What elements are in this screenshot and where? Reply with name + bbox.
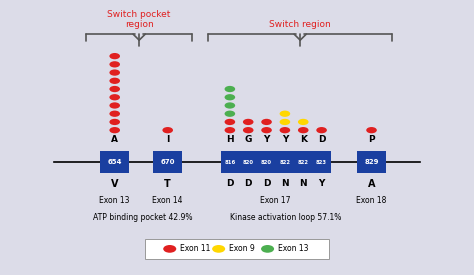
Circle shape bbox=[212, 245, 225, 253]
Text: D: D bbox=[318, 135, 325, 144]
Circle shape bbox=[261, 119, 272, 125]
Text: 822: 822 bbox=[298, 160, 309, 165]
Text: A: A bbox=[368, 179, 375, 189]
Text: Exon 9: Exon 9 bbox=[229, 244, 255, 253]
Text: Exon 14: Exon 14 bbox=[153, 196, 183, 205]
Circle shape bbox=[225, 119, 235, 125]
Text: ATP binding pocket 42.9%: ATP binding pocket 42.9% bbox=[93, 213, 193, 222]
Circle shape bbox=[109, 86, 120, 92]
Text: Exon 11: Exon 11 bbox=[180, 244, 210, 253]
Text: Exon 18: Exon 18 bbox=[356, 196, 387, 205]
Circle shape bbox=[280, 111, 290, 117]
Circle shape bbox=[225, 94, 235, 100]
Text: H: H bbox=[226, 135, 234, 144]
Text: 670: 670 bbox=[161, 159, 175, 165]
Text: 820: 820 bbox=[261, 160, 272, 165]
Circle shape bbox=[366, 127, 377, 133]
FancyBboxPatch shape bbox=[221, 152, 331, 173]
Circle shape bbox=[109, 119, 120, 125]
Text: D: D bbox=[245, 179, 252, 188]
Circle shape bbox=[109, 102, 120, 109]
Circle shape bbox=[261, 127, 272, 133]
Circle shape bbox=[225, 86, 235, 92]
Text: Switch pocket
region: Switch pocket region bbox=[108, 10, 171, 29]
Circle shape bbox=[109, 94, 120, 100]
Circle shape bbox=[243, 119, 254, 125]
Circle shape bbox=[225, 127, 235, 133]
Text: 820: 820 bbox=[243, 160, 254, 165]
Text: 823: 823 bbox=[316, 160, 327, 165]
Circle shape bbox=[225, 102, 235, 109]
Text: Exon 13: Exon 13 bbox=[278, 244, 308, 253]
Text: Exon 13: Exon 13 bbox=[100, 196, 130, 205]
Text: Kinase activation loop 57.1%: Kinase activation loop 57.1% bbox=[230, 213, 342, 222]
Circle shape bbox=[280, 119, 290, 125]
Text: Y: Y bbox=[264, 135, 270, 144]
Text: T: T bbox=[164, 179, 171, 189]
Text: Color code for primary mutation: Color code for primary mutation bbox=[175, 239, 299, 248]
Circle shape bbox=[243, 127, 254, 133]
Text: D: D bbox=[263, 179, 270, 188]
Circle shape bbox=[109, 78, 120, 84]
Text: Switch region: Switch region bbox=[269, 20, 331, 29]
Text: Y: Y bbox=[319, 179, 325, 188]
Circle shape bbox=[298, 119, 309, 125]
FancyBboxPatch shape bbox=[100, 152, 129, 173]
Circle shape bbox=[225, 111, 235, 117]
Text: Exon 17: Exon 17 bbox=[261, 196, 291, 205]
Text: K: K bbox=[300, 135, 307, 144]
Text: N: N bbox=[300, 179, 307, 188]
FancyBboxPatch shape bbox=[154, 152, 182, 173]
Circle shape bbox=[298, 127, 309, 133]
Circle shape bbox=[109, 127, 120, 133]
Circle shape bbox=[261, 245, 274, 253]
Circle shape bbox=[109, 69, 120, 76]
Circle shape bbox=[316, 127, 327, 133]
Text: D: D bbox=[226, 179, 234, 188]
Circle shape bbox=[109, 61, 120, 67]
Text: 654: 654 bbox=[108, 159, 122, 165]
Text: V: V bbox=[111, 179, 118, 189]
Text: G: G bbox=[245, 135, 252, 144]
FancyBboxPatch shape bbox=[357, 152, 386, 173]
Text: 816: 816 bbox=[224, 160, 236, 165]
Text: 829: 829 bbox=[365, 159, 379, 165]
Text: N: N bbox=[281, 179, 289, 188]
Text: P: P bbox=[368, 135, 375, 144]
Text: Y: Y bbox=[282, 135, 288, 144]
Text: A: A bbox=[111, 135, 118, 144]
FancyBboxPatch shape bbox=[145, 239, 329, 259]
Circle shape bbox=[280, 127, 290, 133]
Circle shape bbox=[109, 111, 120, 117]
Text: I: I bbox=[166, 135, 169, 144]
Circle shape bbox=[163, 127, 173, 133]
Text: 822: 822 bbox=[279, 160, 291, 165]
Circle shape bbox=[163, 245, 176, 253]
Circle shape bbox=[109, 53, 120, 59]
